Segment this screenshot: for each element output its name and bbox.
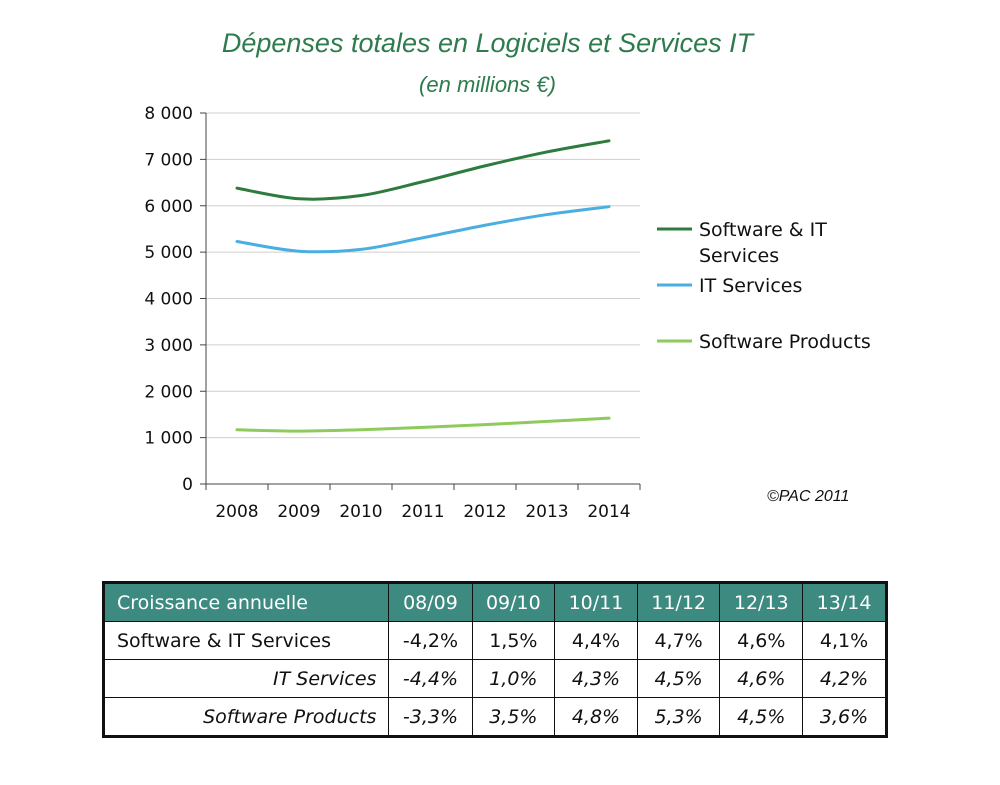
y-tick-label: 1 000 <box>144 429 193 449</box>
legend-label-software-products: Software Products <box>699 331 871 353</box>
table-cell: 4,8% <box>554 697 638 737</box>
y-tick-label: 0 <box>182 475 193 495</box>
table-row: Software Products -3,3% 3,5% 4,8% 5,3% 4… <box>102 697 887 737</box>
y-tick-label: 7 000 <box>144 150 193 170</box>
table-cell: 4,5% <box>719 697 804 737</box>
y-tick-label: 4 000 <box>144 290 193 310</box>
y-tick-label: 8 000 <box>144 104 193 124</box>
x-tick-label: 2013 <box>525 502 568 522</box>
series-line-software-it-services <box>235 139 611 201</box>
y-axis-ticks: 0 1 000 2 000 3 000 4 000 5 000 6 000 7 000 8 00… <box>144 104 206 495</box>
y-tick-label: 2 000 <box>144 382 193 402</box>
table-cell: -4,4% <box>388 659 473 698</box>
table-header-row: Croissance annuelle 08/09 09/10 10/11 11… <box>102 582 887 622</box>
table-cell: 1,5% <box>471 621 556 660</box>
x-tick-label: 2008 <box>215 502 258 522</box>
y-tick-label: 5 000 <box>144 243 193 263</box>
line-chart: 0 1 000 2 000 3 000 4 000 5 000 6 000 7 000 8 00… <box>144 104 871 522</box>
legend-label-software-it-services-line2: Services <box>699 245 779 267</box>
table-header-label: Croissance annuelle <box>102 582 390 622</box>
table-header-cell: 13/14 <box>802 582 887 622</box>
table-header-cell: 10/11 <box>554 582 638 622</box>
table-cell: 4,5% <box>636 659 721 698</box>
legend-label-it-services: IT Services <box>699 275 802 297</box>
table-header-cell: 11/12 <box>636 582 721 622</box>
growth-table: Croissance annuelle 08/09 09/10 10/11 11… <box>102 581 888 738</box>
table-row-label: Software & IT Services <box>102 621 390 660</box>
table-cell: 1,0% <box>471 659 556 698</box>
chart-legend: Software & IT Services IT Services Softw… <box>657 219 871 353</box>
table-row-label: IT Services <box>102 659 390 698</box>
legend-label-software-it-services: Software & IT <box>699 219 827 241</box>
series-line-software-products <box>235 416 611 433</box>
y-tick-label: 3 000 <box>144 336 193 356</box>
table-row: Software & IT Services -4,2% 1,5% 4,4% 4… <box>102 621 887 660</box>
chart-grid <box>206 112 640 439</box>
table-row: IT Services -4,4% 1,0% 4,3% 4,5% 4,6% 4,… <box>102 659 887 698</box>
table-cell: 4,7% <box>636 621 721 660</box>
x-axis-ticks: 2008 2009 2010 2011 2012 2013 2014 <box>205 484 641 522</box>
table-cell: 3,6% <box>802 697 887 737</box>
chart-subtitle: (en millions €) <box>419 72 556 97</box>
copyright-note: ©PAC 2011 <box>767 488 850 505</box>
x-tick-label: 2012 <box>463 502 506 522</box>
table-cell: 4,6% <box>719 621 804 660</box>
table-header-cell: 09/10 <box>471 582 556 622</box>
chart-series <box>235 139 611 433</box>
series-line-it-services <box>235 205 611 254</box>
table-cell: 4,1% <box>802 621 887 660</box>
table-header-cell: 12/13 <box>719 582 804 622</box>
chart-title: Dépenses totales en Logiciels et Service… <box>221 28 754 58</box>
table-cell: 4,2% <box>802 659 887 698</box>
y-tick-label: 6 000 <box>144 197 193 217</box>
table-cell: -4,2% <box>388 621 473 660</box>
table-cell: 5,3% <box>636 697 721 737</box>
table-cell: -3,3% <box>388 697 473 737</box>
x-tick-label: 2014 <box>587 502 630 522</box>
table-header-cell: 08/09 <box>388 582 473 622</box>
x-tick-label: 2011 <box>401 502 444 522</box>
table-cell: 4,6% <box>719 659 804 698</box>
table-row-label: Software Products <box>102 697 390 737</box>
table-cell: 4,3% <box>554 659 638 698</box>
table-cell: 4,4% <box>554 621 638 660</box>
x-tick-label: 2010 <box>339 502 382 522</box>
x-tick-label: 2009 <box>277 502 320 522</box>
table-cell: 3,5% <box>471 697 556 737</box>
